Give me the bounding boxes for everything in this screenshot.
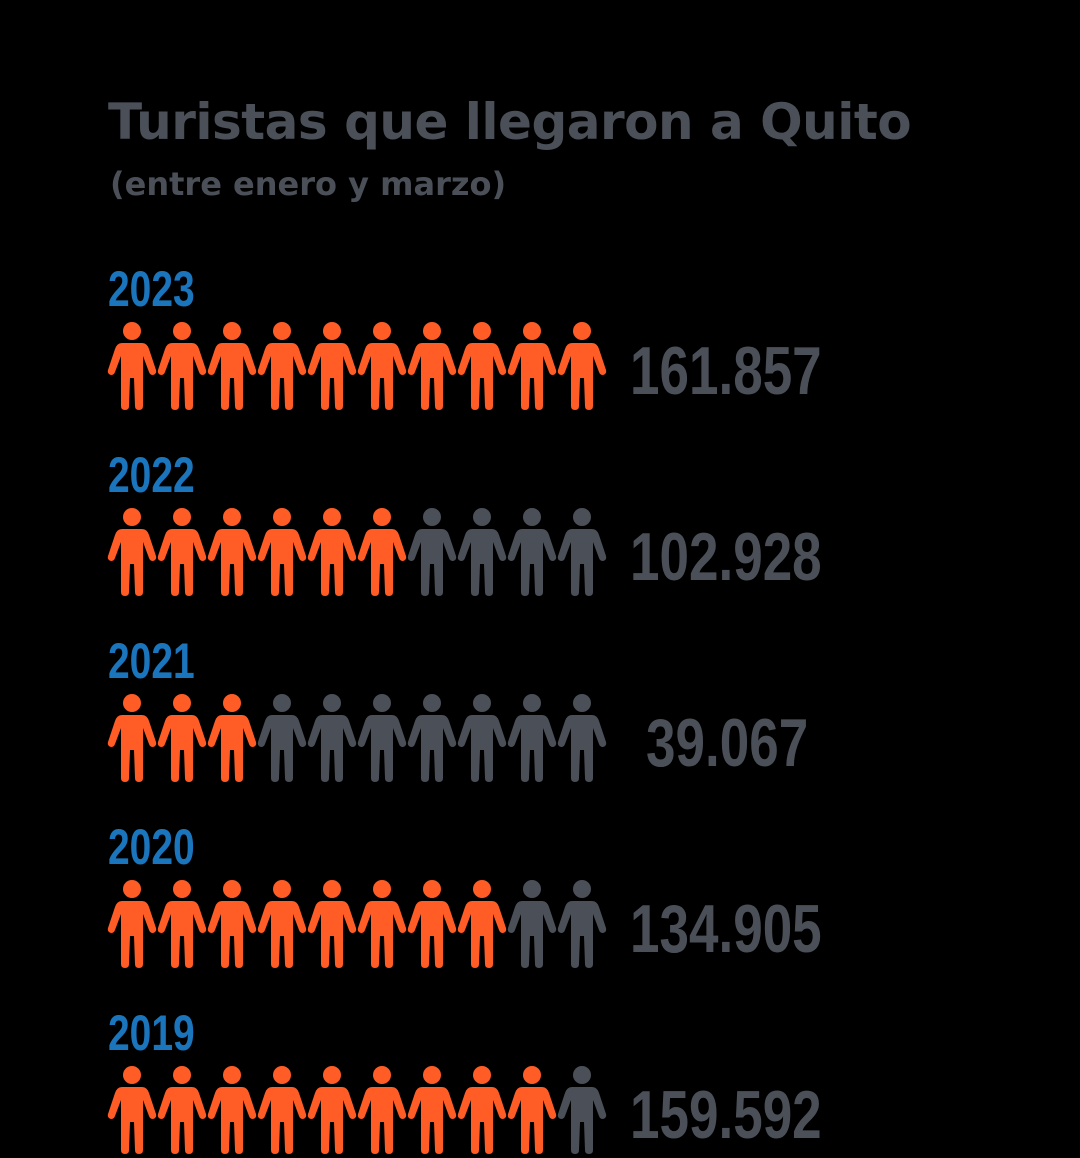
person-icon <box>107 694 157 782</box>
person-icon <box>507 322 557 410</box>
row-2021: 2021 39.067 <box>107 632 808 782</box>
person-icon <box>107 508 157 596</box>
person-icon <box>557 1066 607 1154</box>
person-icon <box>507 694 557 782</box>
person-icon <box>207 1066 257 1154</box>
person-icon <box>207 694 257 782</box>
row-2020: 2020 134.905 <box>107 818 822 968</box>
person-icon <box>157 880 207 968</box>
person-icon <box>457 322 507 410</box>
person-icon <box>307 880 357 968</box>
person-icon <box>107 1066 157 1154</box>
person-icon <box>457 508 507 596</box>
person-icon <box>557 508 607 596</box>
person-icon <box>407 508 457 596</box>
person-icon <box>257 322 307 410</box>
person-icon <box>307 508 357 596</box>
person-icon <box>407 880 457 968</box>
person-icon <box>107 880 157 968</box>
year-label: 2020 <box>108 818 195 875</box>
person-icon <box>207 322 257 410</box>
person-icon <box>257 694 307 782</box>
person-icon <box>407 322 457 410</box>
person-icon <box>157 694 207 782</box>
person-icon <box>307 1066 357 1154</box>
person-icon <box>157 508 207 596</box>
person-icon <box>207 508 257 596</box>
person-icon <box>307 322 357 410</box>
person-icon <box>207 880 257 968</box>
person-icon <box>157 322 207 410</box>
person-icon <box>557 880 607 968</box>
person-icon <box>357 694 407 782</box>
person-icon <box>557 694 607 782</box>
row-2019: 2019 159.592 <box>107 1004 822 1154</box>
person-icon <box>257 508 307 596</box>
person-icon <box>407 1066 457 1154</box>
person-icon <box>357 880 407 968</box>
person-icon <box>507 508 557 596</box>
person-icon <box>357 508 407 596</box>
row-2023: 2023 161.857 <box>107 260 822 410</box>
person-icon <box>107 322 157 410</box>
row-2022: 2022 102.928 <box>107 446 822 596</box>
value-label: 102.928 <box>630 519 822 595</box>
person-icon <box>507 1066 557 1154</box>
person-icon <box>457 880 507 968</box>
value-label: 39.067 <box>646 705 808 781</box>
person-icon <box>457 1066 507 1154</box>
person-icon <box>357 322 407 410</box>
person-icon <box>257 880 307 968</box>
person-icon <box>307 694 357 782</box>
person-icon <box>257 1066 307 1154</box>
value-label: 161.857 <box>630 333 822 409</box>
chart-subtitle: (entre enero y marzo) <box>110 165 507 203</box>
person-icon <box>407 694 457 782</box>
person-icon <box>507 880 557 968</box>
value-label: 134.905 <box>630 891 822 967</box>
value-label: 159.592 <box>630 1077 822 1153</box>
person-icon <box>357 1066 407 1154</box>
person-icon <box>457 694 507 782</box>
year-label: 2023 <box>108 260 195 317</box>
year-label: 2021 <box>108 632 195 689</box>
person-icon <box>557 322 607 410</box>
year-label: 2022 <box>108 446 195 503</box>
year-label: 2019 <box>108 1004 195 1061</box>
person-icon <box>157 1066 207 1154</box>
chart-title: Turistas que llegaron a Quito <box>108 93 912 151</box>
